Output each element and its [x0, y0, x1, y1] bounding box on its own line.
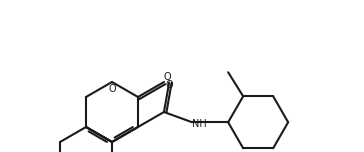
Text: NH: NH	[192, 119, 206, 129]
Text: O: O	[108, 84, 116, 94]
Text: O: O	[163, 73, 171, 82]
Text: O: O	[165, 80, 173, 90]
